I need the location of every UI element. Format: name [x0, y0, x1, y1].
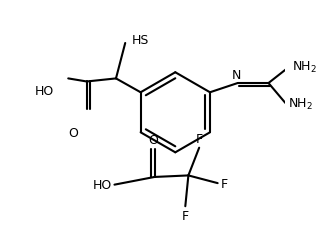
Text: HO: HO — [93, 178, 112, 192]
Text: F: F — [196, 133, 203, 146]
Text: HS: HS — [131, 34, 149, 47]
Text: O: O — [68, 127, 78, 140]
Text: O: O — [148, 134, 158, 146]
Text: F: F — [182, 210, 189, 222]
Text: N: N — [232, 68, 242, 82]
Text: NH$_2$: NH$_2$ — [288, 96, 313, 111]
Text: HO: HO — [34, 85, 54, 98]
Text: NH$_2$: NH$_2$ — [292, 59, 317, 74]
Text: F: F — [221, 177, 228, 190]
